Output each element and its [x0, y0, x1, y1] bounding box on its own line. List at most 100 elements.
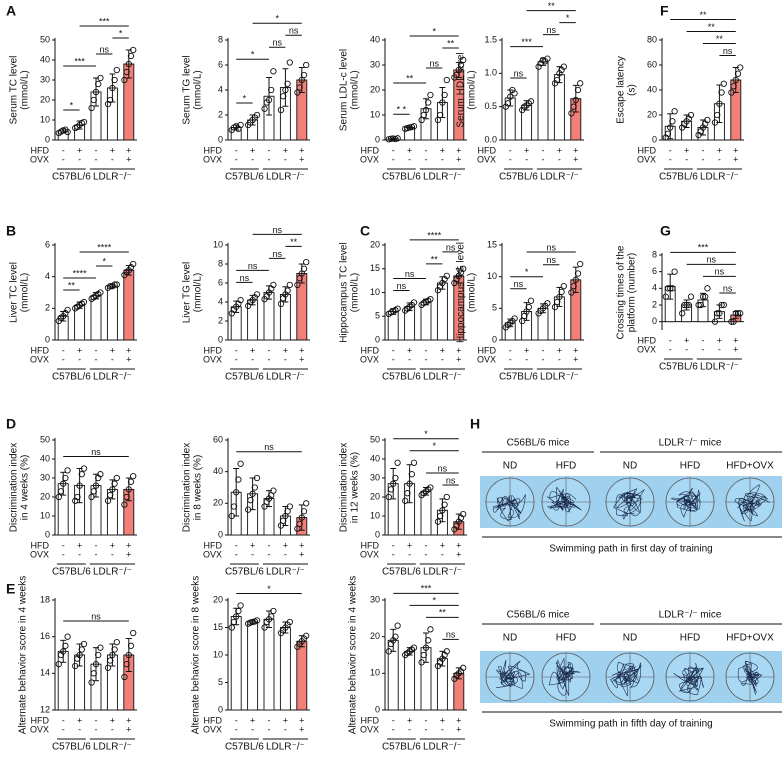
data-point — [443, 272, 450, 280]
data-point — [679, 310, 686, 317]
design-sign: - — [408, 354, 411, 364]
data-point — [253, 617, 261, 624]
design-sign: - — [718, 344, 721, 354]
data-point — [711, 318, 719, 325]
data-point — [127, 478, 135, 485]
y-axis-label: Discrimination index — [182, 443, 193, 532]
data-point — [443, 493, 450, 501]
data-point — [410, 459, 418, 466]
data-point — [78, 471, 85, 478]
y-axis-label: Discrimination index — [9, 443, 20, 532]
significance-label: ns — [240, 273, 250, 283]
y-tick-label: 15 — [370, 263, 380, 273]
y-axis-label: (mmol/L) — [350, 273, 361, 312]
data-point — [270, 487, 277, 494]
data-point — [300, 71, 308, 79]
data-point — [570, 103, 577, 110]
y-tick-label: 10 — [370, 287, 380, 297]
design-sign: + — [126, 145, 131, 155]
group-label: C57BL/6 — [382, 567, 421, 578]
data-point — [560, 283, 567, 290]
data-point — [97, 289, 104, 296]
data-point — [572, 276, 579, 283]
significance-label: * — [432, 596, 436, 606]
data-point — [76, 482, 83, 489]
design-sign: + — [299, 145, 304, 155]
design-sign: + — [283, 715, 288, 725]
group-label: C57BL/6 — [659, 172, 698, 183]
design-sign: - — [62, 154, 65, 164]
data-point — [60, 648, 67, 655]
condition-label: ND — [623, 461, 637, 472]
y-tick-label: 0 — [218, 529, 223, 539]
design-row-label: OVX — [203, 549, 222, 559]
design-sign: - — [425, 549, 428, 559]
data-point — [554, 76, 561, 84]
design-sign: + — [456, 354, 461, 364]
significance-label: * — [432, 26, 436, 36]
data-point — [662, 293, 669, 300]
design-sign: - — [251, 724, 254, 734]
data-point — [104, 664, 112, 671]
data-point — [113, 281, 120, 288]
data-point — [408, 471, 415, 478]
y-tick-label: 0 — [218, 334, 223, 344]
y-tick-label: 6 — [652, 266, 657, 276]
group-label: C57BL/6 — [382, 742, 421, 753]
design-row-label: HFD — [638, 335, 657, 345]
data-point — [568, 289, 575, 296]
data-point — [60, 480, 67, 487]
design-row-label: OVX — [360, 154, 379, 164]
y-tick-label: 20 — [647, 109, 657, 119]
design-sign: + — [126, 345, 131, 355]
caption: Swimming path in first day of training — [549, 544, 712, 555]
design-sign: + — [250, 345, 255, 355]
y-axis-label: Liver TG level — [182, 262, 193, 324]
data-point — [558, 288, 565, 296]
data-point — [390, 480, 397, 487]
design-row-label: HFD — [361, 345, 380, 355]
design-sign: - — [425, 724, 428, 734]
data-point — [392, 474, 399, 482]
data-point — [568, 110, 575, 117]
design-sign: + — [77, 345, 82, 355]
data-point — [527, 297, 535, 304]
design-sign: - — [284, 154, 287, 164]
data-point — [418, 659, 425, 666]
significance-label: ns — [397, 281, 407, 291]
data-point — [78, 646, 85, 653]
y-tick-label: 20 — [370, 239, 380, 249]
data-point — [55, 493, 62, 501]
design-sign: - — [95, 715, 98, 725]
design-row-label: HFD — [31, 145, 50, 155]
group-label: C57BL/6 — [52, 372, 91, 383]
y-tick-label: 18 — [40, 594, 50, 604]
design-sign: + — [573, 154, 578, 164]
bar — [296, 640, 308, 711]
y-tick-label: 2 — [45, 303, 50, 313]
design-sign: + — [456, 724, 461, 734]
y-tick-label: 6 — [45, 239, 50, 249]
data-point — [90, 488, 97, 495]
data-point — [88, 679, 95, 686]
y-axis-label: platform (number) — [627, 253, 638, 332]
design-sign: - — [702, 344, 705, 354]
data-point — [294, 281, 301, 289]
data-point — [718, 301, 725, 309]
significance-label: * — [251, 50, 255, 60]
data-point — [303, 632, 310, 639]
data-point — [97, 471, 104, 478]
data-point — [410, 644, 418, 651]
significance-label: ns — [446, 630, 456, 640]
data-point — [300, 265, 308, 272]
bar — [74, 304, 86, 341]
data-point — [732, 310, 739, 317]
y-tick-label: 0 — [492, 334, 497, 344]
panel-label: H — [470, 416, 480, 432]
y-tick-label: 2 — [218, 109, 223, 119]
y-axis-label: Liver TC level — [9, 262, 20, 323]
data-point — [247, 497, 254, 504]
data-point — [551, 303, 559, 311]
design-sign: - — [702, 145, 705, 155]
bar — [263, 618, 275, 711]
